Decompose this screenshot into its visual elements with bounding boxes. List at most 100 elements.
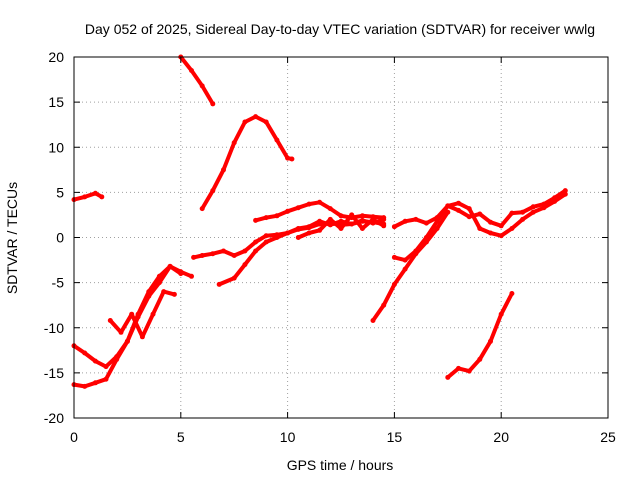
data-point (541, 201, 547, 207)
data-point (509, 226, 515, 231)
data-point (402, 218, 408, 224)
data-point (199, 206, 205, 212)
data-point (82, 383, 88, 389)
data-point (189, 68, 194, 73)
data-point (242, 262, 248, 268)
x-tick-label: 5 (177, 429, 185, 445)
data-point (274, 235, 280, 240)
data-point (520, 216, 526, 222)
y-tick-label: -20 (44, 410, 64, 426)
data-point (92, 190, 98, 196)
data-point (156, 280, 162, 286)
y-tick-label: 20 (48, 49, 64, 65)
data-point (285, 208, 291, 214)
data-point (253, 217, 259, 223)
data-point (221, 248, 226, 254)
data-point (295, 226, 301, 231)
series-arc-3 (72, 264, 183, 389)
data-point (199, 253, 205, 258)
data-point (391, 224, 397, 230)
data-point (189, 273, 194, 279)
data-point (359, 226, 365, 231)
data-point (82, 350, 88, 356)
data-point (139, 334, 145, 340)
data-point (231, 275, 237, 281)
data-point (306, 201, 312, 207)
x-axis-title: GPS time / hours (287, 457, 394, 473)
series-arc-11 (371, 210, 450, 323)
data-point (381, 302, 387, 308)
data-point (477, 211, 483, 217)
data-point (327, 216, 333, 222)
x-tick-label: 15 (387, 429, 403, 445)
x-tick-labels: 0 5 10 15 20 25 (70, 429, 616, 445)
data-point (338, 213, 344, 219)
x-tick-label: 0 (70, 429, 78, 445)
data-point (488, 338, 493, 344)
data-point (295, 235, 301, 240)
x-tick-label: 25 (600, 429, 616, 445)
data-point (107, 318, 113, 323)
data-point (210, 188, 216, 194)
data-point (456, 207, 461, 213)
data-point (221, 167, 226, 173)
y-axis-title: SDTVAR / TECUs (4, 182, 20, 294)
data-point (456, 200, 461, 206)
data-point (306, 224, 312, 230)
data-point (274, 137, 280, 143)
grid-lines (74, 57, 608, 418)
data-point (488, 219, 493, 225)
data-point (171, 291, 177, 297)
data-point (82, 194, 88, 200)
data-point (359, 217, 365, 223)
data-point (327, 222, 333, 228)
data-point (445, 374, 451, 380)
data-point (327, 206, 333, 212)
y-tick-label: -15 (44, 365, 64, 381)
data-point (295, 205, 301, 211)
data-point (114, 356, 120, 362)
data-point (413, 216, 419, 222)
data-point (210, 251, 216, 257)
data-point (402, 266, 408, 272)
data-point (210, 101, 216, 107)
data-point (242, 119, 248, 125)
data-point (338, 226, 344, 231)
data-point (242, 248, 248, 254)
data-point (103, 376, 109, 382)
data-point (231, 140, 237, 146)
data-point (445, 203, 451, 209)
series-arc-5 (178, 55, 215, 106)
series-arc-1 (72, 191, 104, 202)
data-point (306, 230, 312, 236)
data-point (498, 233, 504, 239)
data-point (359, 213, 365, 219)
data-point (263, 239, 269, 245)
data-point (423, 235, 429, 240)
data-point (135, 314, 141, 320)
data-point (263, 215, 269, 221)
series-arc-4 (108, 289, 177, 339)
x-tick-label: 20 (493, 429, 509, 445)
data-point (338, 218, 344, 224)
data-point (161, 289, 167, 295)
chart-title: Day 052 of 2025, Sidereal Day-to-day VTE… (85, 21, 595, 37)
series-arc-14 (445, 291, 514, 380)
y-tick-label: -5 (52, 275, 65, 291)
data-point (370, 318, 376, 323)
data-point (263, 233, 269, 239)
y-tick-labels: -20 -15 -10 -5 0 5 10 15 20 (44, 49, 64, 426)
data-point (99, 194, 105, 200)
data-point (466, 206, 472, 212)
data-point (562, 188, 568, 194)
data-point (124, 338, 130, 344)
data-point (92, 380, 98, 386)
data-point (530, 209, 536, 215)
series-arc-9 (253, 200, 386, 223)
data-point (146, 293, 152, 299)
data-point (391, 254, 397, 260)
series-arc-6 (200, 114, 294, 211)
data-point (178, 271, 184, 277)
data-point (253, 248, 259, 254)
data-point (402, 257, 408, 263)
